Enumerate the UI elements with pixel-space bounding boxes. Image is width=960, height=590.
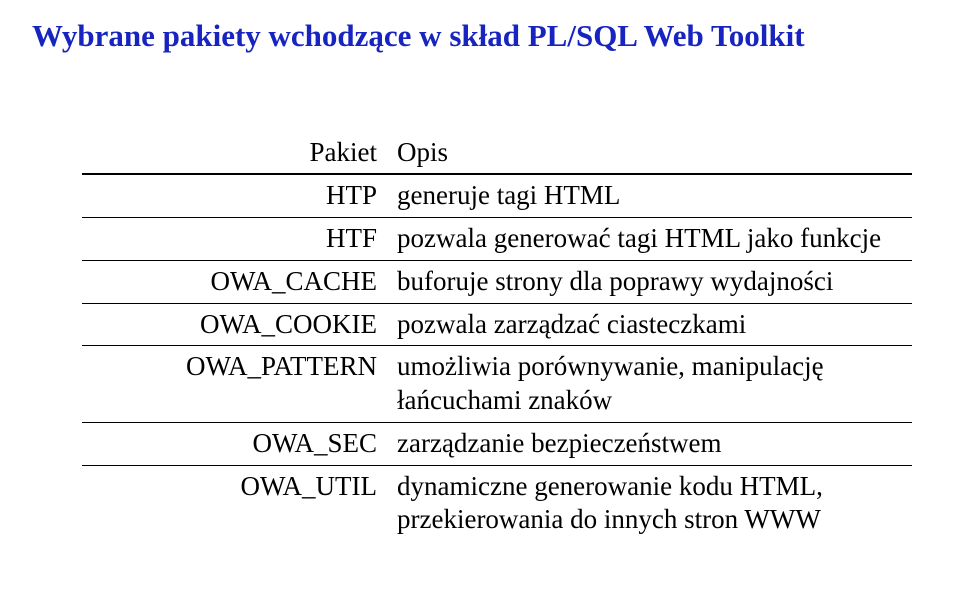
table-header-right: Opis bbox=[387, 132, 912, 175]
table-header-left: Pakiet bbox=[82, 132, 387, 175]
page-title: Wybrane pakiety wchodzące w skład PL/SQL… bbox=[32, 18, 928, 54]
table-cell-right: pozwala zarządzać ciasteczkami bbox=[387, 303, 912, 346]
table-cell-left: OWA_COOKIE bbox=[82, 303, 387, 346]
table-row: OWA_PATTERN umożliwia porównywanie, mani… bbox=[82, 346, 912, 423]
table-row: HTF pozwala generować tagi HTML jako fun… bbox=[82, 218, 912, 261]
table-cell-left: HTF bbox=[82, 218, 387, 261]
table-cell-right: zarządzanie bezpieczeństwem bbox=[387, 422, 912, 465]
table-cell-right: buforuje strony dla poprawy wydajności bbox=[387, 260, 912, 303]
table-cell-right: umożliwia porównywanie, manipulację łańc… bbox=[387, 346, 912, 423]
table-cell-right: pozwala generować tagi HTML jako funkcje bbox=[387, 218, 912, 261]
table-cell-right: dynamiczne generowanie kodu HTML, przeki… bbox=[387, 465, 912, 541]
table-cell-right: generuje tagi HTML bbox=[387, 174, 912, 217]
table-row: OWA_CACHE buforuje strony dla poprawy wy… bbox=[82, 260, 912, 303]
page-container: Wybrane pakiety wchodzące w skład PL/SQL… bbox=[0, 0, 960, 541]
table-cell-left: OWA_CACHE bbox=[82, 260, 387, 303]
table-cell-left: OWA_UTIL bbox=[82, 465, 387, 541]
table-header-row: Pakiet Opis bbox=[82, 132, 912, 175]
table-row: OWA_SEC zarządzanie bezpieczeństwem bbox=[82, 422, 912, 465]
table-cell-left: HTP bbox=[82, 174, 387, 217]
table-row: HTP generuje tagi HTML bbox=[82, 174, 912, 217]
table-row: OWA_UTIL dynamiczne generowanie kodu HTM… bbox=[82, 465, 912, 541]
table-cell-left: OWA_SEC bbox=[82, 422, 387, 465]
table-cell-left: OWA_PATTERN bbox=[82, 346, 387, 423]
packages-table: Pakiet Opis HTP generuje tagi HTML HTF p… bbox=[82, 132, 912, 542]
table-row: OWA_COOKIE pozwala zarządzać ciasteczkam… bbox=[82, 303, 912, 346]
